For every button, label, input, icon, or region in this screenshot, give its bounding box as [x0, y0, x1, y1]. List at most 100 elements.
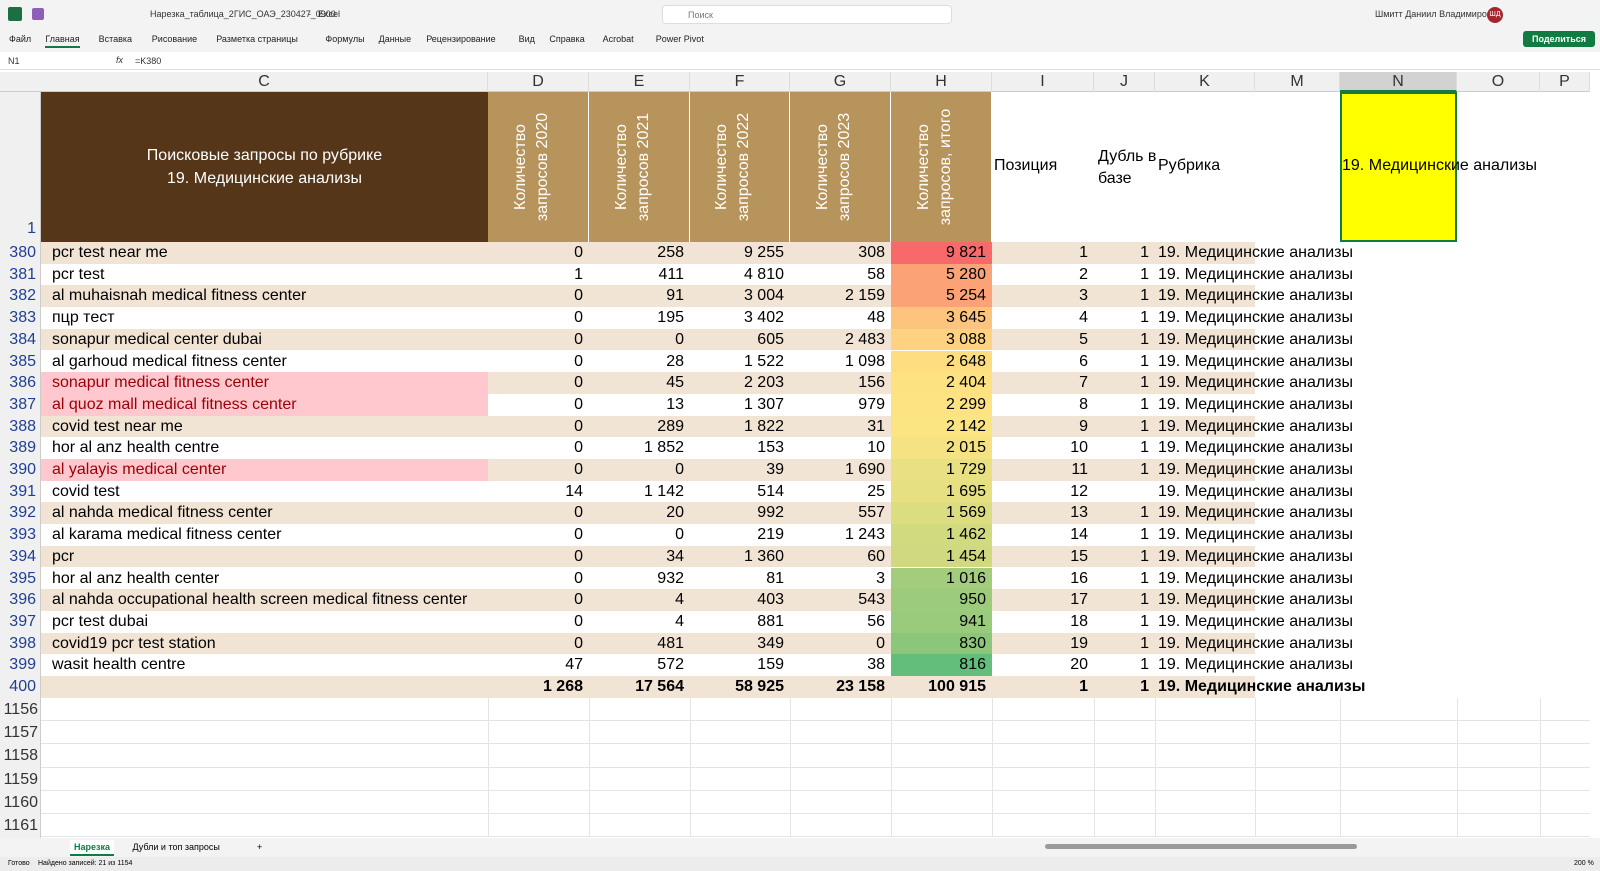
number-cell: 11 — [1071, 461, 1088, 478]
number-cell: 0 — [574, 504, 583, 522]
number-cell: 17 564 — [635, 678, 684, 695]
query: sonapur medical center dubai — [52, 330, 262, 348]
row-number: 382 — [9, 287, 36, 305]
number-cell: 258 — [657, 244, 684, 261]
grid-line — [891, 697, 892, 838]
heat-cell — [891, 328, 992, 351]
row-number: 1159 — [3, 770, 38, 788]
heat-cell — [891, 610, 992, 633]
number-cell: 56 — [867, 612, 885, 630]
number-cell: 7 — [1079, 374, 1088, 392]
ribbon-tab[interactable]: Формулы — [325, 34, 365, 44]
sheet-tab[interactable]: Дубли и топ запросы — [132, 842, 220, 852]
number-cell: 481 — [657, 634, 684, 652]
save-icon[interactable] — [32, 8, 44, 20]
number-cell: 8 — [1079, 395, 1088, 413]
number-cell: 0 — [574, 309, 583, 327]
row-band — [41, 676, 1255, 698]
number-cell: 219 — [757, 526, 784, 544]
column-header: N — [1340, 72, 1457, 92]
heat-cell — [891, 459, 992, 481]
row-number: 385 — [9, 352, 36, 370]
number-cell: 20 — [666, 504, 684, 522]
number-cell: 1 268 — [542, 678, 583, 695]
rubric: 19. Медицинские анализы — [1158, 526, 1353, 544]
number-cell: 0 — [574, 417, 583, 435]
ribbon-tab[interactable]: Вставка — [98, 34, 133, 44]
number-cell: 1 — [1140, 678, 1149, 695]
number-cell: 1 462 — [945, 526, 986, 544]
number-cell: 23 158 — [836, 678, 885, 695]
query: пцр тест — [52, 309, 115, 327]
row-number: 381 — [9, 265, 36, 283]
number-cell: 605 — [757, 330, 784, 348]
row-number: 398 — [9, 634, 36, 652]
grid-line — [1340, 697, 1341, 838]
filename: Нарезка_таблица_2ГИС_ОАЭ_230427_0900 — [150, 9, 336, 19]
number-cell: 13 — [666, 395, 684, 413]
ribbon-tab[interactable]: Рисование — [151, 34, 198, 44]
search-box[interactable] — [662, 5, 952, 24]
number-cell: 0 — [574, 287, 583, 305]
separator: - — [308, 9, 311, 19]
number-cell: 0 — [574, 439, 583, 457]
number-cell: 9 821 — [945, 244, 986, 261]
rubric: 19. Медицинские анализы — [1158, 287, 1353, 305]
name-box[interactable]: N1 — [8, 56, 20, 66]
number-cell: 881 — [757, 612, 784, 630]
grid-line — [1457, 697, 1458, 838]
query: al nahda medical fitness center — [52, 504, 273, 522]
sheet-tab[interactable]: Нарезка — [70, 840, 114, 856]
query: al muhaisnah medical fitness center — [52, 287, 307, 305]
share-button[interactable]: Поделиться — [1523, 31, 1595, 47]
number-cell: 1 — [1140, 395, 1149, 413]
rubric: 19. Медицинские анализы — [1158, 309, 1353, 327]
number-cell: 15 — [1070, 547, 1088, 565]
number-cell: 60 — [867, 547, 885, 565]
ribbon-tab[interactable]: Power Pivot — [655, 34, 704, 44]
year-header: Количество запросов 2023 — [790, 92, 891, 242]
ribbon-tab[interactable]: Acrobat — [602, 34, 634, 44]
rubric: 19. Медицинские анализы — [1158, 352, 1353, 370]
heat-cell — [891, 654, 992, 676]
number-cell: 2 483 — [844, 330, 885, 348]
year-header-text: Количество запросов 2020 — [511, 112, 551, 222]
sheet-tab[interactable]: + — [257, 842, 263, 852]
number-cell: 1 — [1140, 265, 1149, 283]
number-cell: 941 — [959, 612, 986, 630]
ribbon-tab[interactable]: Справка — [549, 34, 585, 44]
status-records: Найдено записей: 21 из 1154 — [38, 860, 133, 867]
row-number: 389 — [9, 439, 36, 457]
number-cell: 16 — [1070, 569, 1088, 587]
grid-line — [1155, 697, 1156, 838]
ribbon-tab[interactable]: Данные — [378, 34, 412, 44]
avatar[interactable]: ШД — [1487, 7, 1503, 23]
ribbon-tab[interactable]: Главная — [45, 34, 80, 48]
number-cell: 0 — [675, 461, 684, 478]
number-cell: 1 690 — [844, 461, 885, 478]
heat-cell — [891, 350, 992, 373]
year-header-text: Количество запросов 2021 — [612, 112, 652, 222]
ribbon-tab[interactable]: Вид — [518, 34, 535, 44]
row-number: 399 — [9, 656, 36, 674]
duplicate-header: Дубль в базе — [1098, 148, 1157, 187]
number-cell: 39 — [766, 461, 784, 478]
scrollbar[interactable] — [1045, 844, 1357, 849]
heat-cell — [891, 502, 992, 525]
ribbon-tab[interactable]: Рецензирование — [426, 34, 496, 44]
heat-cell — [891, 524, 992, 546]
number-cell: 12 — [1070, 482, 1088, 500]
empty-row — [41, 698, 1590, 721]
column-header: G — [790, 72, 891, 92]
ribbon-tab[interactable]: Разметка страницы — [216, 34, 298, 44]
formula[interactable]: =K380 — [135, 56, 162, 66]
empty-row — [41, 814, 1590, 838]
number-cell: 572 — [657, 656, 684, 674]
ribbon-tab[interactable]: Файл — [9, 34, 32, 44]
row-number: 1 — [27, 220, 36, 237]
number-cell: 91 — [666, 287, 684, 305]
number-cell: 0 — [574, 569, 583, 587]
number-cell: 159 — [757, 656, 784, 674]
query: al karama medical fitness center — [52, 526, 282, 544]
column-header-bar — [0, 72, 1590, 92]
